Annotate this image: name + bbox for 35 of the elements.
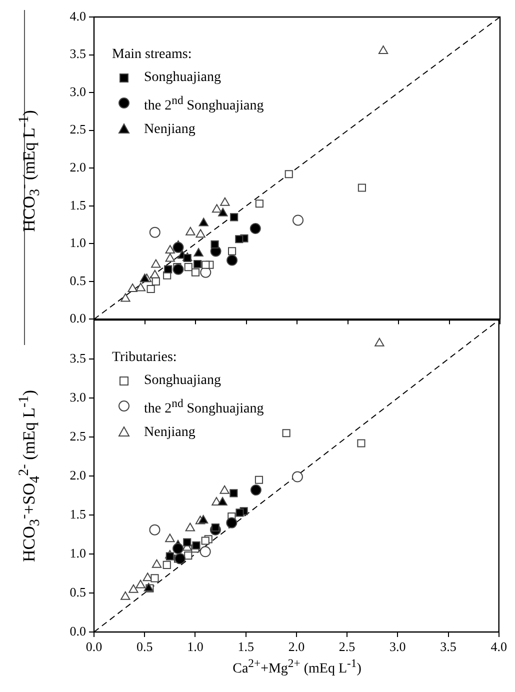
y-tick-label: 2.5 [70, 122, 86, 137]
y-tick-label: 3.0 [70, 84, 86, 99]
y-tick-label: 1.0 [70, 545, 86, 560]
x-tick-label: 0.0 [86, 639, 102, 654]
y-tick-label: 0.0 [70, 310, 86, 326]
x-tick-label: 1.5 [238, 639, 254, 654]
legend-label: Nenjiang [144, 424, 196, 442]
y-tick-label: 1.0 [70, 235, 86, 250]
y-tick-label: 2.0 [70, 160, 86, 175]
y-tick-label: 3.5 [70, 350, 86, 366]
x-tick-label: 0.5 [136, 639, 153, 654]
y-tick-label: 4.0 [70, 8, 86, 24]
y-tick-label: 1.5 [70, 197, 86, 212]
legend-label: Songhuajiang [144, 372, 221, 390]
x-tick-label: 3.0 [390, 639, 406, 654]
y-tick-label: 2.0 [70, 467, 86, 482]
x-axis-title: Ca$^{2+}$+Mg$^{2+}$ (mEq L$^{-1}$) [232, 657, 362, 678]
y-tick-label: 0.5 [70, 584, 86, 600]
y-tick-label: 0.0 [70, 623, 86, 638]
x-tick-label: 3.5 [440, 639, 456, 654]
y-tick-label: 1.5 [70, 506, 86, 522]
x-tick-label: 4.0 [490, 639, 507, 654]
y-tick-label: 0.5 [70, 272, 86, 288]
y-tick-label: 3.5 [70, 46, 86, 62]
legend-label: Nenjiang [144, 120, 196, 139]
x-tick-label: 2.0 [288, 639, 305, 654]
x-tick-label: 1.0 [187, 639, 204, 654]
legend-title: Main streams: [112, 46, 193, 64]
legend-label: Songhuajiang [144, 69, 221, 87]
legend-label: the 2$^{nd}$ Songhuajiang [144, 396, 264, 419]
legend-label: the 2$^{nd}$ Songhuajiang [144, 93, 264, 116]
x-tick-label: 2.5 [338, 639, 356, 654]
y-tick-label: 2.5 [70, 428, 86, 444]
y-tick-label: 3.0 [70, 389, 86, 404]
legend-title: Tributaries: [112, 349, 178, 367]
